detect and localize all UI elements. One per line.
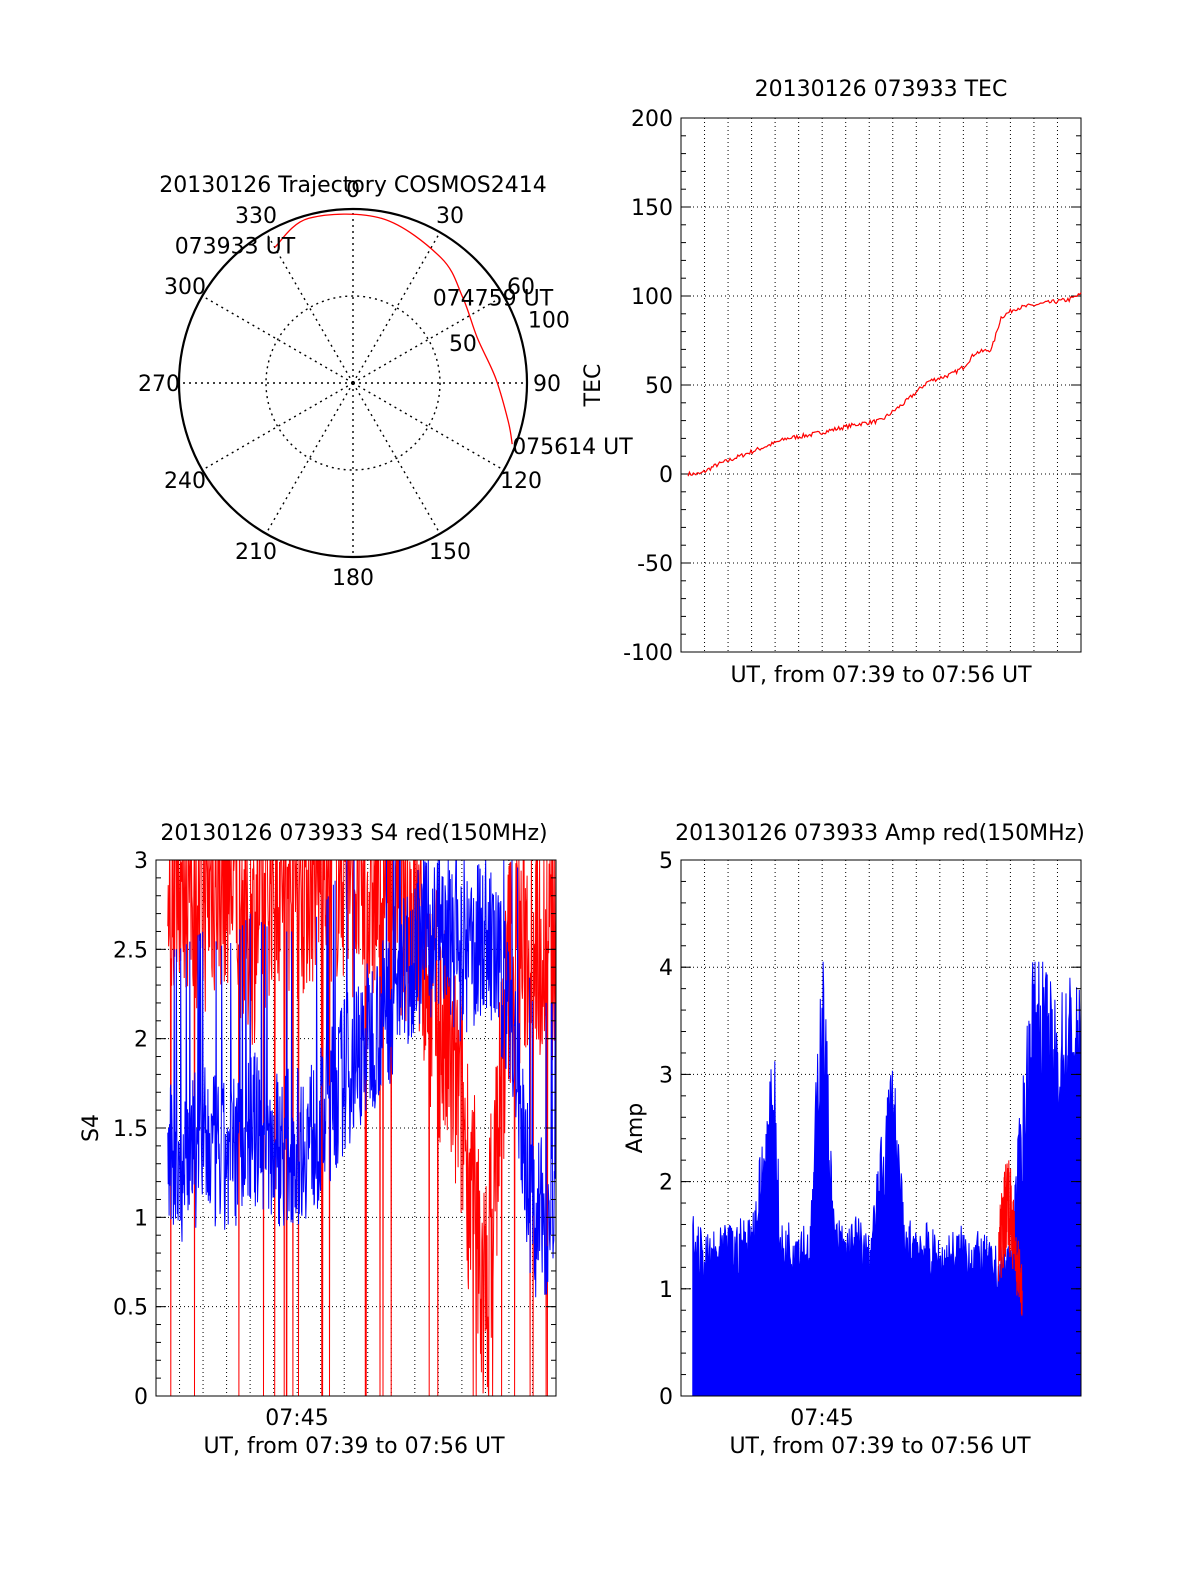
polar-azimuth-label: 180 <box>332 566 374 591</box>
amp-xtick-label: 07:45 <box>790 1406 853 1431</box>
tec-yticks: -100 -50 0 50 100 150 200 <box>623 107 1081 666</box>
polar-time-label: 073933 UT <box>175 234 296 259</box>
polar-spoke <box>352 295 505 384</box>
s4-title: 20130126 073933 S4 red(150MHz) <box>160 821 547 846</box>
s4-xlabel: UT, from 07:39 to 07:56 UT <box>203 1434 505 1459</box>
amp-title: 20130126 073933 Amp red(150MHz) <box>675 821 1085 846</box>
amp-yticks: 0 1 2 3 4 5 <box>659 849 1081 1410</box>
y-tick-label: 0 <box>134 1385 148 1410</box>
y-tick-label: 4 <box>659 956 673 981</box>
y-tick-label: -100 <box>623 641 673 666</box>
amp-xlabel: UT, from 07:39 to 07:56 UT <box>729 1434 1031 1459</box>
polar-ring <box>265 295 441 471</box>
amp-series <box>692 961 1082 1397</box>
polar-title: 20130126 Trajectory COSMOS2414 <box>159 173 546 198</box>
polar-spoke <box>352 382 441 535</box>
polar-outer-ring <box>177 207 529 559</box>
polar-trajectory-panel: 20130126 Trajectory COSMOS2414 0 30 60 90 12… <box>138 173 633 591</box>
amp-blue-series <box>692 961 1082 1397</box>
polar-ring-label: 50 <box>449 332 477 357</box>
y-tick-label: -50 <box>637 552 673 577</box>
y-tick-label: 1 <box>659 1278 673 1303</box>
polar-spoke <box>201 295 354 384</box>
polar-trajectory: 073933 UT 074759 UT 075614 UT <box>175 213 633 460</box>
tec-grid <box>681 118 1081 652</box>
s4-xtick-label: 07:45 <box>265 1406 328 1431</box>
polar-azimuth-label: 210 <box>235 540 277 565</box>
y-tick-label: 2 <box>659 1171 673 1196</box>
y-tick-label: 3 <box>659 1063 673 1088</box>
polar-azimuth-label: 60 <box>507 275 535 300</box>
polar-ring-label: 100 <box>528 308 570 333</box>
polar-time-label: 075614 UT <box>512 435 633 460</box>
y-tick-label: 1.5 <box>113 1117 148 1142</box>
polar-azimuth-label: 120 <box>500 469 542 494</box>
polar-spoke <box>265 231 354 384</box>
polar-azimuth-label: 150 <box>429 540 471 565</box>
polar-time-label: 074759 UT <box>433 286 554 311</box>
polar-azimuth-label: 300 <box>164 275 206 300</box>
y-tick-label: 0 <box>659 463 673 488</box>
tec-series <box>687 292 1082 477</box>
polar-spoke <box>201 382 354 471</box>
y-tick-label: 0 <box>659 1385 673 1410</box>
polar-azimuth-label: 90 <box>533 372 561 397</box>
s4-ylabel: S4 <box>79 1114 104 1142</box>
polar-azimuth-label: 0 <box>346 178 360 203</box>
y-tick-label: 100 <box>631 285 673 310</box>
polar-azimuth-label: 330 <box>235 204 277 229</box>
s4-blue-series <box>167 859 557 1298</box>
y-tick-label: 50 <box>645 374 673 399</box>
tec-panel: 20130126 073933 TEC -100-50050100150200 … <box>623 77 1082 688</box>
polar-trajectory-line <box>274 213 513 445</box>
polar-spoke <box>352 231 441 384</box>
y-tick-label: 0.5 <box>113 1296 148 1321</box>
y-tick-label: 3 <box>134 849 148 874</box>
y-tick-label: 2.5 <box>113 938 148 963</box>
polar-side-label: TEC <box>581 364 606 408</box>
polar-azimuth-label: 270 <box>138 372 180 397</box>
s4-panel: 20130126 073933 S4 red(150MHz) 0 0.5 1 1.5 2… <box>79 821 557 1459</box>
amp-panel: 20130126 073933 Amp red(150MHz) 0 1 2 3 4 5 0… <box>623 821 1085 1459</box>
polar-spoke <box>352 382 505 471</box>
tec-line <box>687 292 1082 477</box>
y-tick-label: 5 <box>659 849 673 874</box>
tec-title: 20130126 073933 TEC <box>755 77 1008 102</box>
y-tick-label: 1 <box>134 1206 148 1231</box>
amp-ylabel: Amp <box>623 1103 648 1153</box>
s4-yticks: 0 0.5 1 1.5 2 2.5 3 <box>113 849 556 1410</box>
polar-spoke <box>265 382 354 535</box>
polar-azimuth-label: 30 <box>436 204 464 229</box>
s4-series <box>167 859 557 1397</box>
amp-red-series <box>998 1160 1023 1316</box>
y-tick-label: 150 <box>631 196 673 221</box>
tec-xlabel: UT, from 07:39 to 07:56 UT <box>730 663 1032 688</box>
amp-frame <box>680 859 1082 1397</box>
polar-azimuth-label: 240 <box>164 469 206 494</box>
y-tick-label: 200 <box>631 107 673 132</box>
y-tick-label: 2 <box>134 1028 148 1053</box>
